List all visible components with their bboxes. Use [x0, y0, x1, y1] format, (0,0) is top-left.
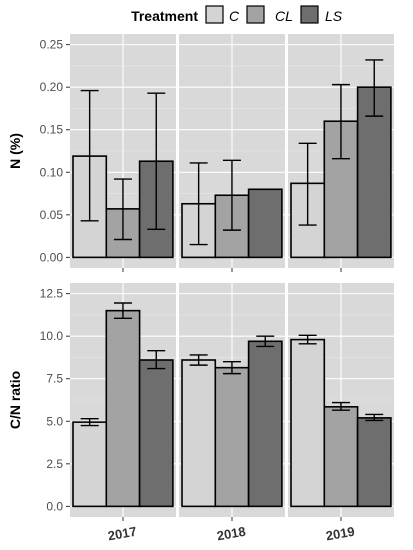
bar-c-2019	[290, 338, 326, 508]
error-bar-ls-2017	[147, 349, 166, 370]
y-axis-label: C/N ratio	[7, 371, 23, 429]
y-tick-label: 0.15	[40, 123, 64, 137]
legend: Treatment C CL LS	[131, 5, 343, 24]
y-tick-label: 0.25	[40, 38, 64, 52]
y-tick-label: 0.10	[40, 165, 64, 179]
error-bar-c-2017	[80, 89, 99, 222]
bar-ls-2018	[247, 188, 283, 259]
y-axis-label: N (%)	[7, 133, 23, 169]
legend-label-ls: LS	[325, 8, 343, 24]
y-tick-label: 0.0	[46, 499, 63, 513]
bar-c-2018	[181, 359, 217, 508]
bar-cl-2017	[105, 309, 141, 508]
error-bar-cl-2019	[331, 83, 350, 160]
bar-cl-2018	[214, 366, 250, 508]
x-tick-label-2019: 2019	[325, 524, 356, 544]
y-tick-label: 5.0	[46, 414, 63, 428]
error-bar-cl-2019	[331, 401, 350, 411]
error-bar-c-2018	[189, 162, 208, 246]
error-bar-cl-2017	[113, 178, 132, 241]
legend-key-cl	[246, 5, 265, 24]
legend-key-c	[205, 5, 224, 24]
panels: 0.00 0.05 0.10 0.15 0.20 0.25 N (%) 0.0 2.5 5.0 7.…	[7, 34, 394, 543]
y-tick-label: 7.5	[46, 372, 63, 386]
error-bar-ls-2018	[256, 335, 275, 348]
bar-ls-2019	[356, 417, 392, 508]
error-bar-cl-2018	[222, 159, 241, 231]
legend-label-cl: CL	[275, 8, 293, 24]
bar-ls-2018	[247, 340, 283, 508]
error-bar-ls-2019	[365, 59, 384, 117]
error-bar-c-2019	[298, 334, 317, 345]
bar-c-2017	[72, 421, 108, 508]
legend-label-c: C	[229, 8, 240, 24]
panel-1: 0.00 0.05 0.10 0.15 0.20 0.25 N (%)	[7, 34, 394, 272]
bar-cl-2019	[323, 406, 359, 508]
panel-2: 0.0 2.5 5.0 7.5 10.0 12.5 C/N ratio 2017 2018 201…	[7, 283, 394, 543]
error-bar-ls-2019	[365, 413, 384, 422]
error-bar-ls-2017	[147, 92, 166, 230]
y-tick-label: 0.05	[40, 208, 64, 222]
error-bar-c-2018	[189, 354, 208, 366]
bar-ls-2017	[138, 359, 174, 508]
error-bar-cl-2018	[222, 361, 241, 375]
error-bar-c-2019	[298, 142, 317, 226]
legend-key-ls	[300, 5, 319, 24]
x-tick-label-2017: 2017	[107, 524, 138, 544]
y-tick-label: 0.20	[40, 80, 64, 94]
y-tick-label: 2.5	[46, 457, 63, 471]
legend-title: Treatment	[131, 8, 198, 24]
y-tick-label: 12.5	[40, 287, 64, 301]
x-tick-label-2018: 2018	[216, 524, 247, 544]
y-tick-label: 0.00	[40, 250, 64, 264]
error-bar-cl-2017	[113, 302, 132, 320]
y-tick-label: 10.0	[40, 329, 64, 343]
error-bar-c-2017	[80, 418, 99, 427]
